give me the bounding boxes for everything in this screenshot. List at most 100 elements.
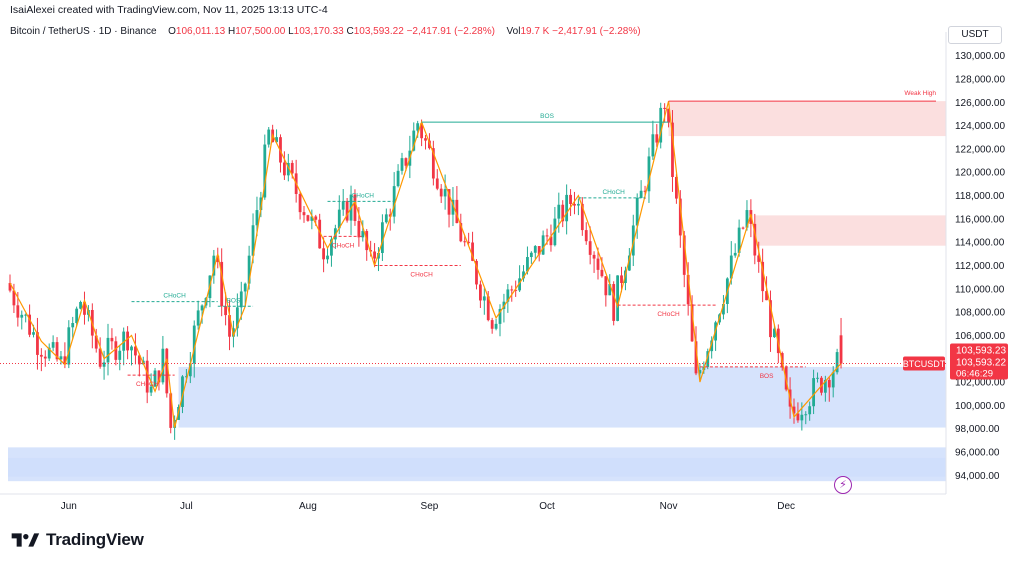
candle-body xyxy=(678,198,682,236)
candle-body xyxy=(63,356,67,365)
symbol-tag-bg xyxy=(903,356,945,371)
candle-body xyxy=(690,304,694,342)
structure-label: CHoCH xyxy=(602,189,625,196)
candle-body xyxy=(671,122,674,177)
candle-body xyxy=(153,370,157,387)
candle-body xyxy=(655,134,659,143)
price-tick-label: 110,000.00 xyxy=(955,284,1005,295)
candle-body xyxy=(396,170,400,187)
currency-button[interactable]: USDT xyxy=(948,26,1002,44)
candle-body xyxy=(792,406,796,414)
candle-body xyxy=(518,278,521,291)
candle-body xyxy=(549,236,553,246)
open-label: O xyxy=(168,26,176,37)
candle-body xyxy=(737,227,741,253)
symbol-tag: BTCUSDT xyxy=(903,359,946,369)
candle-body xyxy=(32,332,35,335)
lightning-icon[interactable]: ⚡ xyxy=(834,476,852,494)
candle-body xyxy=(733,252,737,256)
candle-body xyxy=(200,305,204,311)
candle-body xyxy=(220,261,224,307)
candle-body xyxy=(345,201,349,221)
candle-body xyxy=(145,360,149,393)
price-tick-label: 114,000.00 xyxy=(955,238,1005,249)
symbol-title[interactable]: Bitcoin / TetherUS · 1D · Binance xyxy=(10,26,157,37)
candle-body xyxy=(498,308,502,324)
candle-body xyxy=(286,162,290,176)
candle-body xyxy=(43,356,47,359)
candle-body xyxy=(196,310,200,326)
candle-body xyxy=(761,261,765,292)
candle-body xyxy=(377,253,380,259)
candle-body xyxy=(510,289,514,291)
candle-body xyxy=(130,346,133,351)
high-value: 107,500.00 xyxy=(235,26,286,37)
candle-body xyxy=(494,323,498,329)
candle-body xyxy=(765,291,768,301)
supply-zone xyxy=(754,215,946,246)
candle-body xyxy=(643,190,647,192)
candle-body xyxy=(839,335,843,364)
candle-body xyxy=(635,197,639,226)
candle-body xyxy=(573,203,576,206)
countdown-label: 06:46:29 xyxy=(956,369,993,380)
candle-body xyxy=(835,352,839,373)
candle-body xyxy=(20,314,24,318)
candle-body xyxy=(651,134,655,157)
candle-body xyxy=(110,337,114,342)
candle-body xyxy=(302,212,306,216)
candle-body xyxy=(561,204,565,222)
candle-body xyxy=(631,225,635,256)
candle-body xyxy=(612,284,616,321)
candle-body xyxy=(165,348,169,394)
candle-body xyxy=(533,246,537,253)
candle-body xyxy=(416,123,420,131)
candle-body xyxy=(341,201,345,210)
candle-body xyxy=(694,341,698,374)
candle-body xyxy=(424,138,427,141)
candle-body xyxy=(529,252,533,258)
candle-body xyxy=(12,290,16,306)
structure-label: BOS xyxy=(540,113,554,120)
candle-body xyxy=(804,414,808,416)
candle-body xyxy=(526,257,529,272)
supply-zone xyxy=(668,101,946,137)
structure-label: BOS xyxy=(227,297,241,304)
structure-label: CHoCH xyxy=(352,192,375,199)
candle-body xyxy=(827,379,831,388)
candle-body xyxy=(808,406,812,415)
candle-body xyxy=(506,289,510,302)
tradingview-logo-icon xyxy=(11,533,40,547)
candle-body xyxy=(580,203,584,231)
time-tick-label: Nov xyxy=(660,501,678,512)
structure-label: CHoCH xyxy=(410,272,433,279)
candle-body xyxy=(212,255,216,276)
candle-body xyxy=(290,162,294,174)
price-tick-label: 118,000.00 xyxy=(955,191,1005,202)
candle-body xyxy=(24,314,28,316)
candle-body xyxy=(616,275,619,321)
candle-body xyxy=(451,199,455,215)
candle-body xyxy=(577,203,580,206)
candle-body xyxy=(514,289,518,291)
candle-body xyxy=(228,315,231,337)
candle-body xyxy=(557,204,561,219)
candle-body xyxy=(310,216,314,221)
candle-body xyxy=(255,210,259,226)
candle-body xyxy=(647,156,651,192)
candle-body xyxy=(541,235,545,255)
candle-body xyxy=(596,258,600,270)
time-tick-label: Jul xyxy=(180,501,193,512)
structure-label: CHoCH xyxy=(136,381,159,388)
high-label: H xyxy=(228,26,236,37)
candle-body xyxy=(729,255,733,279)
price-tick-label: 122,000.00 xyxy=(955,144,1005,155)
candle-body xyxy=(381,222,384,254)
demand-zone xyxy=(8,457,946,477)
candle-body xyxy=(247,255,251,284)
candle-body xyxy=(326,255,329,260)
low-label: L xyxy=(288,26,294,37)
candle-body xyxy=(71,323,75,328)
price-tick-label: 120,000.00 xyxy=(955,168,1005,179)
